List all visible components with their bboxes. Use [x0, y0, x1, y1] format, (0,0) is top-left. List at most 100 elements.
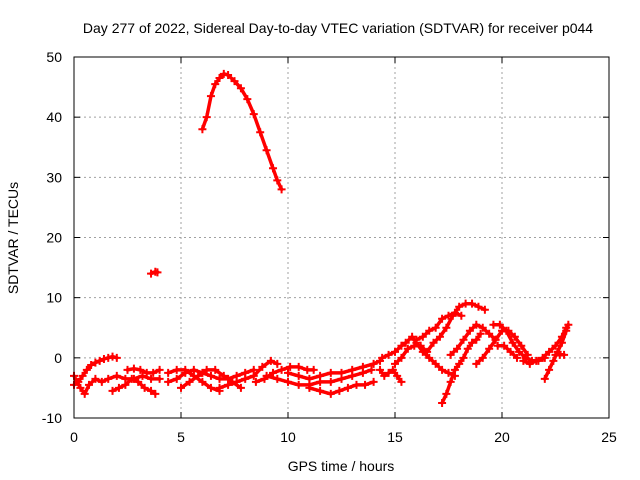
data-point	[500, 341, 509, 350]
data-point	[149, 368, 158, 377]
series-arc-l	[305, 377, 378, 398]
data-points	[70, 69, 573, 407]
data-point	[408, 332, 417, 341]
data-point	[463, 344, 472, 353]
data-point	[151, 389, 160, 398]
data-point	[206, 371, 215, 380]
x-tick-label: 20	[494, 429, 510, 445]
data-point	[429, 338, 438, 347]
series-arc-high	[198, 69, 286, 194]
data-point	[112, 353, 121, 362]
data-point	[564, 320, 573, 329]
data-point	[262, 146, 271, 155]
data-point	[326, 389, 335, 398]
y-axis-label: SDTVAR / TECUs	[5, 182, 21, 294]
data-point	[506, 347, 515, 356]
data-point	[198, 377, 207, 386]
data-point	[549, 356, 558, 365]
data-point	[446, 377, 455, 386]
data-point	[512, 353, 521, 362]
data-point	[326, 377, 335, 386]
data-point	[164, 377, 173, 386]
data-point	[134, 377, 143, 386]
data-point	[286, 362, 295, 371]
data-point	[185, 377, 194, 386]
data-point	[273, 359, 282, 368]
series-track	[286, 359, 382, 381]
data-point	[557, 338, 566, 347]
data-point	[147, 386, 156, 395]
data-point	[206, 92, 215, 101]
data-point	[478, 323, 487, 332]
data-point	[465, 326, 474, 335]
data-point	[249, 371, 258, 380]
data-point	[519, 356, 528, 365]
data-point	[91, 374, 100, 383]
data-point	[450, 308, 459, 317]
y-tick-label: 40	[46, 109, 62, 125]
data-point	[309, 365, 318, 374]
series-arc-d	[123, 364, 164, 377]
data-point	[438, 314, 447, 323]
data-point	[431, 323, 440, 332]
series-arc-m	[376, 365, 406, 386]
data-point	[108, 386, 117, 395]
data-point	[294, 371, 303, 380]
data-point	[294, 362, 303, 371]
data-point	[241, 374, 250, 383]
data-point	[391, 347, 399, 356]
data-point	[562, 326, 571, 335]
series-arc-j	[262, 365, 376, 389]
data-point	[224, 71, 233, 80]
data-point	[224, 380, 233, 389]
data-point	[485, 329, 494, 338]
data-point	[177, 383, 185, 392]
data-point	[219, 371, 228, 380]
series-arc-u	[493, 341, 521, 362]
data-point	[202, 113, 211, 122]
data-point	[84, 380, 93, 389]
data-point	[418, 332, 427, 341]
data-point	[431, 359, 440, 368]
data-point	[472, 335, 481, 344]
data-point	[444, 311, 453, 320]
data-point	[294, 380, 303, 389]
data-point	[517, 341, 526, 350]
data-point	[403, 344, 412, 353]
data-point	[326, 368, 335, 377]
data-point	[423, 347, 432, 356]
data-point	[277, 185, 286, 194]
data-point	[384, 368, 393, 377]
data-point	[232, 377, 241, 386]
data-point	[140, 383, 149, 392]
data-point	[147, 269, 156, 278]
data-point	[442, 389, 451, 398]
data-point	[455, 359, 464, 368]
data-point	[358, 362, 367, 371]
x-tick-label: 5	[177, 429, 185, 445]
data-point	[367, 365, 376, 374]
data-point	[412, 335, 421, 344]
data-point	[446, 350, 455, 359]
data-point	[172, 365, 181, 374]
data-point	[455, 302, 464, 311]
series-track	[200, 72, 284, 192]
data-point	[80, 389, 89, 398]
y-tick-label: 10	[46, 290, 62, 306]
data-point	[129, 364, 138, 373]
data-point	[147, 374, 156, 383]
data-point	[495, 320, 504, 329]
data-point	[273, 176, 282, 185]
data-point	[198, 125, 207, 134]
data-point	[155, 374, 164, 383]
data-point	[480, 305, 489, 314]
data-point	[258, 362, 267, 371]
series-arc-c	[108, 374, 160, 398]
data-point	[262, 371, 271, 380]
data-point	[127, 374, 136, 383]
data-point	[502, 326, 511, 335]
data-point	[215, 74, 224, 83]
data-point	[138, 371, 147, 380]
data-point	[545, 365, 554, 374]
